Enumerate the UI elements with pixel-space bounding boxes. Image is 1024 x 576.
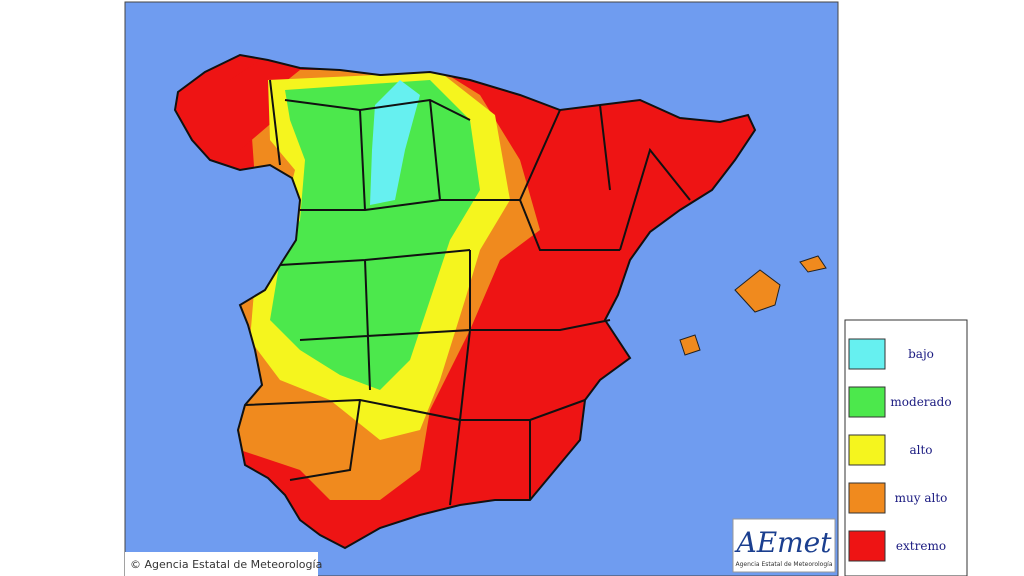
inner-borders [244, 79, 691, 506]
credit: © Agencia Estatal de Meteorología [130, 558, 322, 571]
legend-label: bajo [908, 347, 934, 361]
logo-title: AEmet [733, 526, 832, 559]
islands [679, 255, 827, 356]
coastline [173, 53, 757, 550]
legend-swatch [848, 482, 886, 514]
legend-label: extremo [896, 539, 946, 553]
risk-extreme-ne [540, 100, 748, 200]
mallorca [734, 269, 781, 313]
menorca [799, 255, 827, 273]
legend-swatch [848, 386, 886, 418]
logo-subtitle: Agencia Estatal de Meteorología [736, 561, 833, 568]
risk-low [370, 80, 420, 205]
legend-label: muy alto [895, 491, 948, 505]
logo-box [732, 518, 836, 573]
credit-box [125, 552, 318, 576]
risk-extreme-galicia [200, 60, 275, 150]
legend-swatch [848, 530, 886, 562]
legend-label: alto [909, 443, 932, 457]
legend-swatch [848, 434, 886, 466]
ibiza [679, 334, 701, 356]
risk-moderate [270, 80, 480, 390]
map-land [175, 55, 755, 548]
legend: bajo moderado alto muy alto extremo [848, 338, 952, 562]
legend-label: moderado [890, 395, 951, 409]
legend-swatch [848, 338, 886, 370]
province-borders [173, 53, 757, 550]
